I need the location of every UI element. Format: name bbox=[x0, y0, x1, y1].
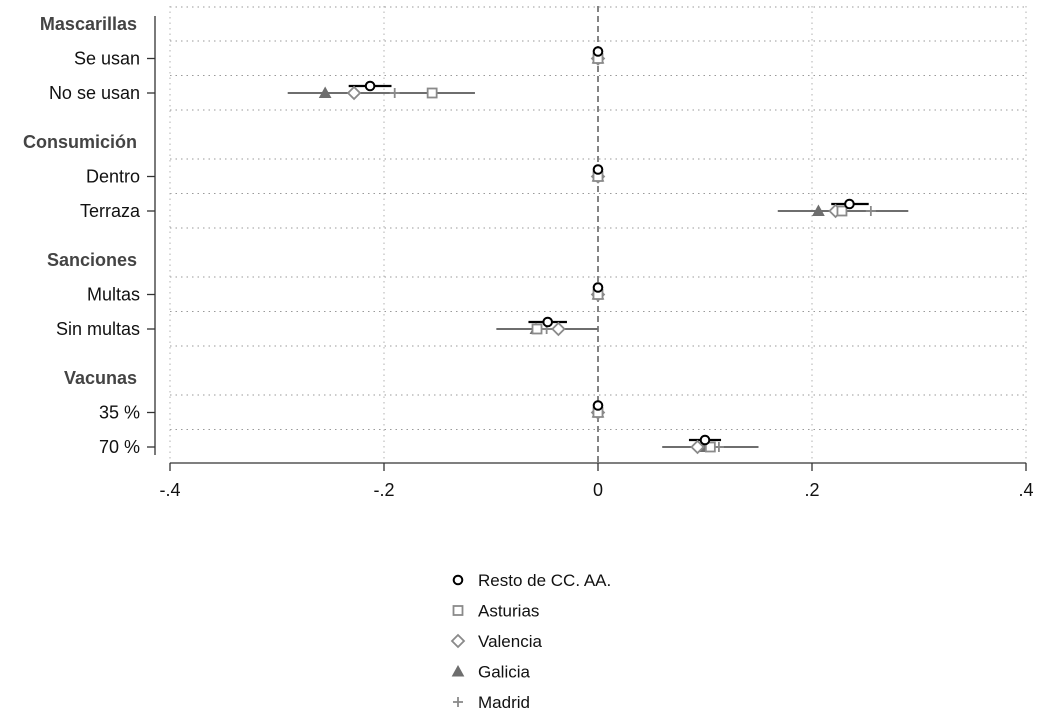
row-label-35: 35 % bbox=[99, 403, 140, 423]
gridlines bbox=[169, 6, 1027, 463]
x-tick-label: 0 bbox=[593, 480, 603, 500]
legend-label-resto-de-cc-aa: Resto de CC. AA. bbox=[478, 571, 611, 590]
group-label-vacunas: Vacunas bbox=[64, 368, 137, 388]
group-label-consumicion: Consumición bbox=[23, 132, 137, 152]
marker-resto-de-cc-aa-shape bbox=[364, 80, 376, 92]
legend-label-asturias: Asturias bbox=[478, 602, 539, 621]
legend-marker-galicia-shape bbox=[451, 664, 465, 677]
marker-valencia bbox=[551, 321, 566, 337]
row-label-70: 70 % bbox=[99, 437, 140, 457]
legend-marker-galicia bbox=[451, 664, 465, 677]
x-tick-label: -.2 bbox=[373, 480, 394, 500]
axes: -.4 -.2 0 .2 .4 bbox=[147, 6, 1034, 500]
x-tick-label: .4 bbox=[1018, 480, 1033, 500]
row-label-multas: Multas bbox=[87, 285, 140, 305]
marker-resto-de-cc-aa-shape bbox=[592, 400, 604, 411]
marker-resto-de-cc-aa-shape bbox=[592, 46, 604, 57]
marker-asturias-shape bbox=[704, 441, 716, 453]
marker-asturias bbox=[836, 205, 848, 217]
data-marks bbox=[287, 46, 909, 455]
legend-marker-asturias-shape bbox=[452, 605, 464, 616]
marker-resto-de-cc-aa bbox=[542, 316, 554, 328]
marker-resto-de-cc-aa bbox=[592, 400, 604, 411]
marker-resto-de-cc-aa-shape bbox=[592, 282, 604, 293]
x-tick-label: -.4 bbox=[159, 480, 180, 500]
marker-asturias bbox=[704, 441, 716, 453]
marker-resto-de-cc-aa-shape bbox=[592, 164, 604, 175]
group-label-mascarillas: Mascarillas bbox=[40, 14, 137, 34]
legend-marker-madrid bbox=[453, 697, 463, 707]
marker-resto-de-cc-aa bbox=[592, 164, 604, 175]
marker-valencia bbox=[690, 439, 705, 455]
marker-galicia-shape bbox=[812, 204, 825, 216]
legend-label-galicia: Galicia bbox=[478, 663, 531, 682]
row-label-se-usan: Se usan bbox=[74, 49, 140, 69]
legend-label-valencia: Valencia bbox=[478, 632, 542, 651]
legend: Resto de CC. AA. Asturias Valencia Galicia M… bbox=[450, 571, 611, 712]
marker-asturias-shape bbox=[426, 87, 438, 99]
legend-marker-valencia-shape bbox=[450, 633, 466, 649]
marker-resto-de-cc-aa bbox=[699, 434, 711, 446]
marker-galicia bbox=[812, 204, 825, 216]
legend-marker-resto-de-cc-aa-shape bbox=[452, 574, 464, 586]
marker-resto-de-cc-aa bbox=[364, 80, 376, 92]
marker-resto-de-cc-aa bbox=[592, 282, 604, 293]
row-label-sin-multas: Sin multas bbox=[56, 319, 140, 339]
marker-asturias bbox=[531, 323, 543, 335]
marker-asturias-shape bbox=[531, 323, 543, 335]
x-tick-label: .2 bbox=[804, 480, 819, 500]
marker-madrid bbox=[865, 206, 876, 216]
legend-marker-resto-de-cc-aa bbox=[452, 574, 464, 586]
marker-resto-de-cc-aa-shape bbox=[844, 198, 855, 210]
marker-resto-de-cc-aa bbox=[844, 198, 855, 210]
legend-marker-asturias bbox=[452, 605, 464, 616]
row-label-terraza: Terraza bbox=[80, 201, 141, 221]
marker-valencia-shape bbox=[346, 85, 362, 101]
marker-asturias-shape bbox=[836, 205, 848, 217]
row-label-dentro: Dentro bbox=[86, 167, 140, 187]
marker-resto-de-cc-aa-shape bbox=[699, 434, 711, 446]
legend-marker-valencia bbox=[450, 633, 466, 649]
row-label-no-se-usan: No se usan bbox=[49, 83, 140, 103]
marker-valencia bbox=[346, 85, 362, 101]
group-label-sanciones: Sanciones bbox=[47, 250, 137, 270]
category-labels: Mascarillas Se usan No se usan Consumición D… bbox=[23, 14, 141, 457]
legend-label-madrid: Madrid bbox=[478, 693, 530, 712]
marker-valencia-shape bbox=[551, 321, 566, 337]
marker-resto-de-cc-aa-shape bbox=[542, 316, 554, 328]
marker-galicia bbox=[318, 86, 332, 98]
marker-resto-de-cc-aa bbox=[592, 46, 604, 57]
marker-valencia-shape bbox=[690, 439, 705, 455]
marker-asturias bbox=[426, 87, 438, 99]
marker-galicia-shape bbox=[318, 86, 332, 98]
marker-madrid bbox=[389, 88, 400, 98]
